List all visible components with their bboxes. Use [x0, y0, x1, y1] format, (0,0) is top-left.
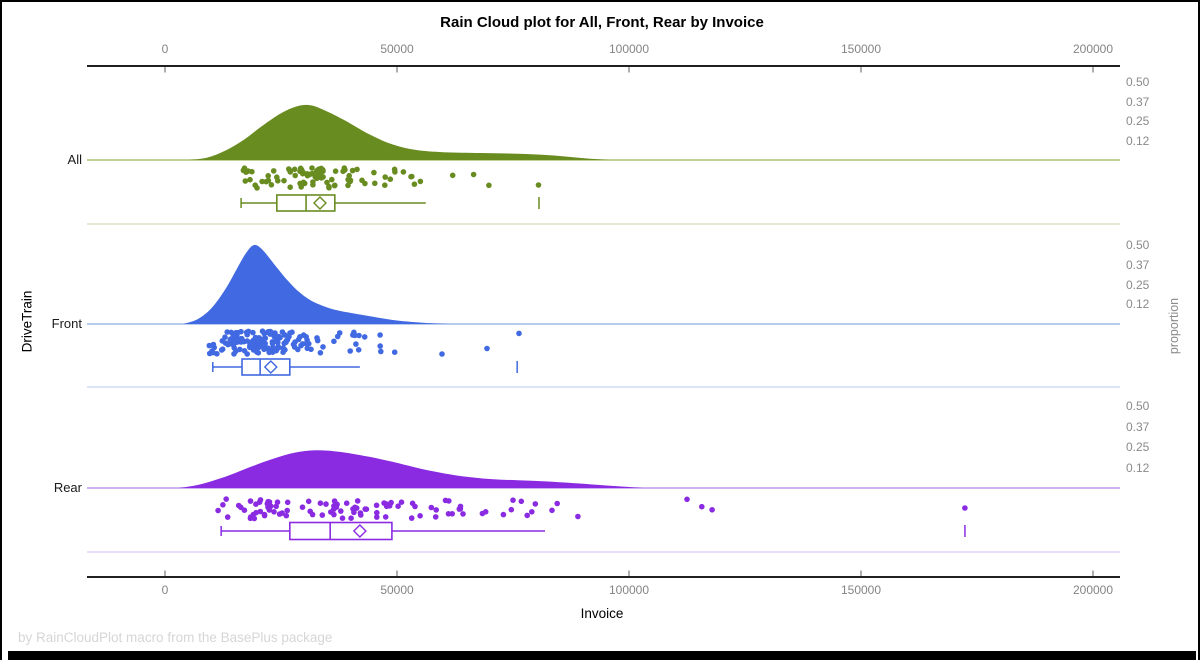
category-label-front: Front	[51, 316, 82, 331]
bottom-bar	[8, 651, 1196, 660]
proportion-tick-label: 0.50	[1126, 399, 1150, 413]
x-tick-label-top: 50000	[380, 42, 414, 56]
footer-note: by RainCloudPlot macro from the BasePlus…	[18, 630, 333, 645]
proportion-tick-label: 0.37	[1126, 95, 1150, 109]
x-tick-label-top: 100000	[608, 42, 650, 56]
x-tick-label-top: 0	[161, 42, 169, 56]
proportion-tick-label: 0.12	[1126, 297, 1150, 311]
proportion-tick-label: 0.12	[1126, 461, 1150, 475]
x-tick-label-bottom: 150000	[840, 583, 882, 597]
x-tick-label-bottom: 200000	[1072, 583, 1114, 597]
chart-title: Rain Cloud plot for All, Front, Rear by …	[440, 14, 764, 31]
proportion-tick-label: 0.50	[1126, 238, 1150, 252]
x-axis-label: Invoice	[580, 606, 624, 621]
proportion-tick-label: 0.50	[1126, 75, 1150, 89]
proportion-tick-label: 0.12	[1126, 134, 1150, 148]
proportion-tick-label: 0.37	[1126, 258, 1150, 272]
category-label-all: All	[67, 152, 82, 167]
x-tick-label-top: 150000	[840, 42, 882, 56]
category-label-rear: Rear	[53, 480, 82, 495]
x-tick-label-top: 200000	[1072, 42, 1114, 56]
y-axis-label: DriveTrain	[19, 290, 35, 353]
x-tick-label-bottom: 50000	[380, 583, 414, 597]
proportion-tick-label: 0.37	[1126, 420, 1150, 434]
proportion-tick-label: 0.25	[1126, 440, 1150, 454]
proportion-tick-label: 0.25	[1126, 114, 1150, 128]
x-tick-label-bottom: 0	[161, 583, 169, 597]
x-tick-label-bottom: 100000	[608, 583, 650, 597]
proportion-tick-label: 0.25	[1126, 278, 1150, 292]
proportion-axis-label: proportion	[1167, 297, 1181, 355]
